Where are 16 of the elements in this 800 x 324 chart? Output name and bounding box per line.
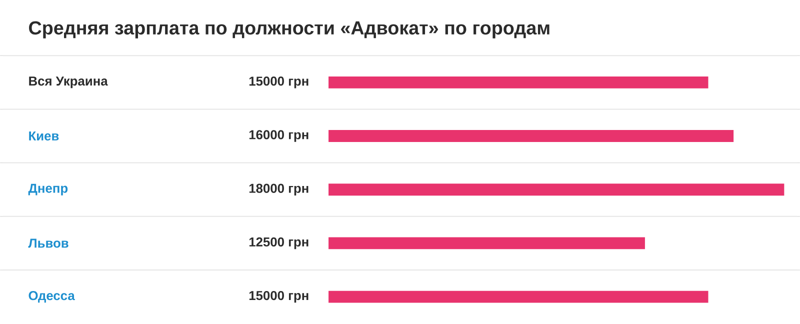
bar [328, 291, 708, 303]
y-tick-label: Одесса [28, 291, 75, 303]
data-label: 18000 грн [249, 184, 308, 196]
bar [328, 237, 645, 250]
data-label: 16000 грн [249, 130, 308, 142]
bar [328, 76, 708, 89]
bar [328, 184, 784, 196]
y-tick-label: Львов [28, 238, 68, 248]
data-label: 12500 грн [249, 238, 308, 250]
y-tick-label: Днепр [28, 184, 68, 196]
y-tick-label: Киев [29, 132, 59, 141]
chart-title: Средняя зарплата по должности «Адвокат» по городам [29, 21, 550, 38]
bar [328, 130, 734, 142]
y-tick-label: Вся Украина [29, 76, 108, 88]
data-label: 15000 грн [249, 76, 308, 88]
data-label: 15000 грн [249, 291, 308, 303]
